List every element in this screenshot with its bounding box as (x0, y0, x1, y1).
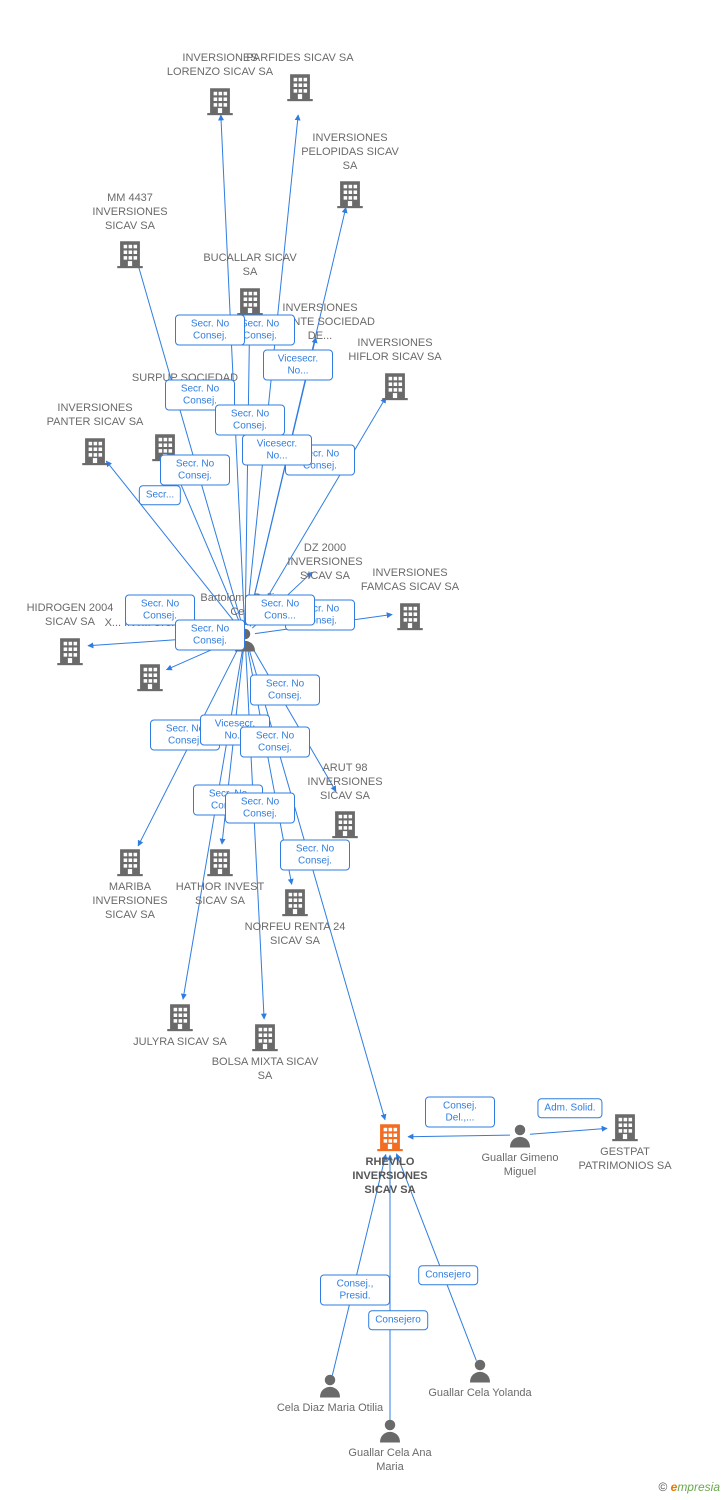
edge-label: Secr. No Consej. (175, 315, 245, 346)
edge-label: Adm. Solid. (537, 1098, 602, 1118)
node-arut98[interactable]: ARUT 98 INVERSIONES SICAV SA (290, 760, 400, 841)
node-inv_hiflor[interactable]: INVERSIONES HIFLOR SICAV SA (340, 335, 450, 403)
node-parfides[interactable]: PARFIDES SICAV SA (245, 50, 355, 104)
edge-label: Secr. No Consej. (280, 840, 350, 871)
watermark: © empresia (658, 1480, 720, 1494)
node-cela_diaz[interactable]: Cela Diaz Maria Otilia (275, 1370, 385, 1416)
node-mm4437[interactable]: MM 4437 INVERSIONES SICAV SA (75, 190, 185, 271)
node-guallar_ana[interactable]: Guallar Cela Ana Maria (335, 1415, 445, 1475)
edge-label: Vicesecr. No... (263, 350, 333, 381)
node-rhevilo[interactable]: RHEVILO INVERSIONES SICAV SA (335, 1120, 445, 1197)
node-gestpat[interactable]: GESTPAT PATRIMONIOS SA (570, 1110, 680, 1174)
edge-label: Secr. No Consej. (175, 620, 245, 651)
node-norfeu[interactable]: NORFEU RENTA 24 SICAV SA (240, 885, 350, 949)
edge-label: Secr. No Cons... (245, 595, 315, 626)
edge-label: Secr. No Consej. (240, 727, 310, 758)
edge-label: Secr. No Consej. (215, 405, 285, 436)
edge-line (245, 315, 250, 625)
edge-label: Secr... (139, 485, 181, 505)
edge-label: Vicesecr. No... (242, 435, 312, 466)
node-bolsa_mixta[interactable]: BOLSA MIXTA SICAV SA (210, 1020, 320, 1084)
edge-label: Consejero (368, 1310, 428, 1330)
node-inv_famcas[interactable]: INVERSIONES FAMCAS SICAV SA (355, 565, 465, 633)
copyright-symbol: © (658, 1480, 667, 1494)
node-inv_pelopidas[interactable]: INVERSIONES PELOPIDAS SICAV SA (295, 130, 405, 211)
edge-label: Secr. No Consej. (250, 675, 320, 706)
edge-label: Consej., Presid. (320, 1275, 390, 1306)
edge-label: Consej. Del.,... (425, 1097, 495, 1128)
node-x_inv_icon[interactable] (95, 660, 205, 694)
brand-rest: mpresia (677, 1480, 720, 1494)
edge-label: Consejero (418, 1265, 478, 1285)
node-guallar_yolanda[interactable]: Guallar Cela Yolanda (425, 1355, 535, 1401)
edge-label: Secr. No Consej. (160, 455, 230, 486)
node-guallar_gimeno[interactable]: Guallar Gimeno Miguel (465, 1120, 575, 1180)
edge-label: Secr. No Consej. (225, 793, 295, 824)
